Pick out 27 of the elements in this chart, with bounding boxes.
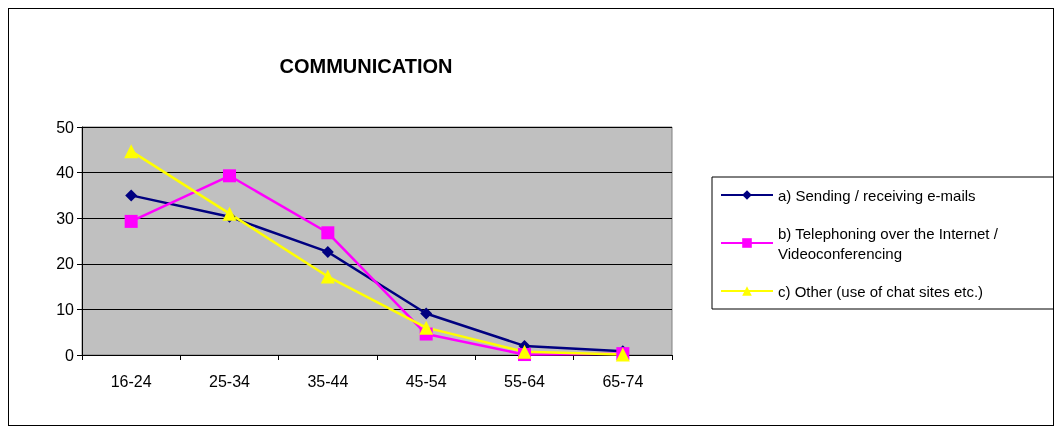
point [124,214,138,228]
point [420,307,433,320]
point [320,269,335,284]
legend-label: c) Other (use of chat sites etc.) [778,282,984,300]
point [517,344,532,359]
y-tick-label: 0 [65,346,75,364]
legend-label: a) Sending / receiving e-mails [778,186,976,204]
y-tick-label: 30 [56,209,75,227]
point [125,189,138,202]
point [124,144,139,159]
point [419,320,434,335]
x-tick-label: 16-24 [110,372,152,390]
x-tick-label: 35-44 [307,372,349,390]
y-tick-label: 50 [56,118,75,136]
x-tick-label: 25-34 [209,372,251,390]
chart-title: COMMUNICATION [279,55,453,77]
y-tick-label: 40 [56,164,75,182]
point [321,226,335,240]
y-tick-label: 10 [56,300,75,318]
legend-label: b) Telephoning over the Internet / Videoconferencing [778,224,1003,262]
y-tick-label: 20 [56,255,75,273]
x-tick-label: 65-74 [602,372,644,390]
x-tick-label: 45-54 [405,372,447,390]
point [223,169,236,183]
point [222,206,237,221]
x-tick-label: 55-64 [504,372,546,390]
point [321,245,334,258]
